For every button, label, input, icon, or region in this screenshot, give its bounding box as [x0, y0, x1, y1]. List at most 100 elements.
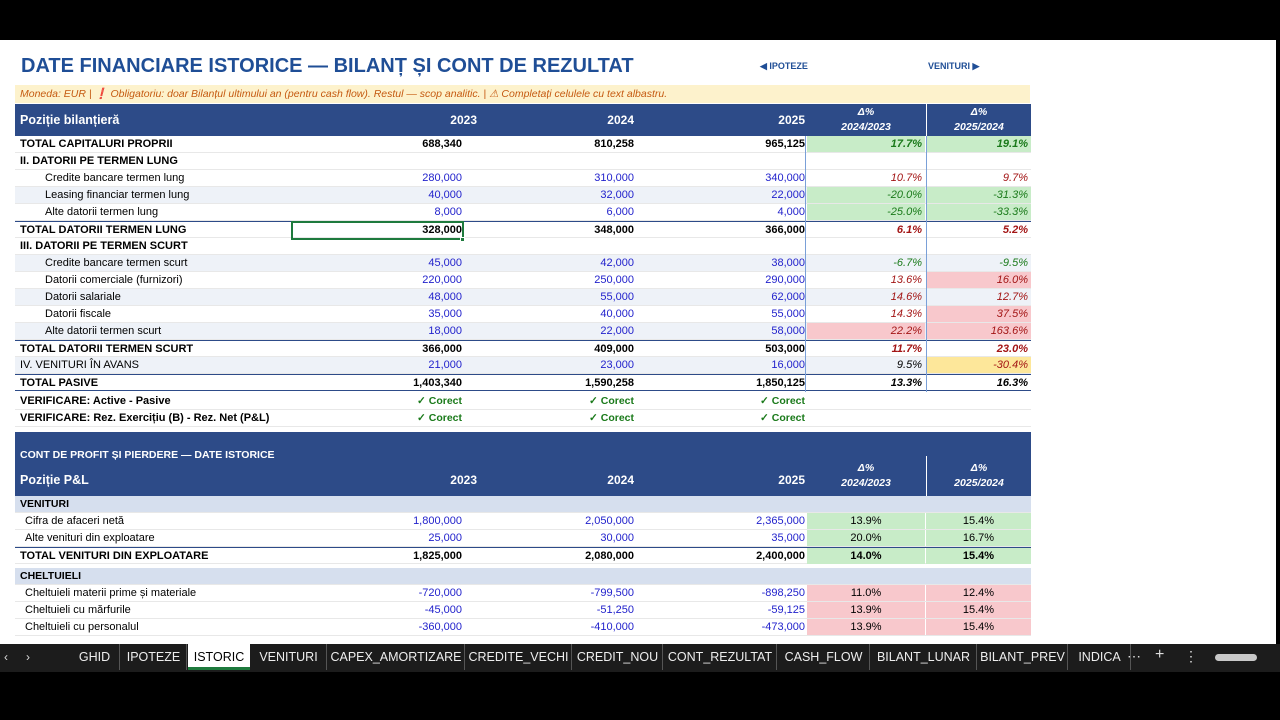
balance-cell-y3[interactable]: 965,125 — [765, 138, 805, 150]
pl-cell-lbl[interactable]: CHELTUIELI — [20, 570, 82, 582]
pl-cell-y2[interactable]: -51,250 — [596, 604, 634, 616]
balance-cell-d2[interactable]: -31.3% — [926, 187, 1031, 203]
balance-cell-y1[interactable]: 328,000 — [422, 224, 462, 236]
more-tabs-icon[interactable]: ⋯ — [1127, 648, 1141, 664]
balance-cell-d1[interactable]: 10.7% — [890, 172, 922, 184]
balance-cell-y2[interactable]: 42,000 — [600, 257, 634, 269]
spreadsheet-grid[interactable]: DATE FINANCIARE ISTORICE — BILANȚ ȘI CON… — [0, 40, 1276, 644]
pl-cell-y3[interactable]: -898,250 — [761, 587, 805, 599]
balance-cell-y3[interactable]: 503,000 — [765, 343, 805, 355]
balance-cell-y2[interactable]: 32,000 — [600, 189, 634, 201]
balance-cell-d1[interactable]: 6.1% — [896, 224, 922, 236]
balance-cell-y1[interactable]: 40,000 — [428, 189, 462, 201]
balance-cell-d2[interactable]: -30.4% — [926, 357, 1031, 373]
balance-cell-y3[interactable]: 16,000 — [771, 359, 805, 371]
balance-cell-lbl[interactable]: Alte datorii termen lung — [45, 206, 159, 218]
balance-cell-y1[interactable]: 8,000 — [434, 206, 462, 218]
balance-cell-lbl[interactable]: VERIFICARE: Active - Pasive — [20, 395, 171, 407]
balance-cell-d2[interactable]: 9.7% — [1002, 172, 1028, 184]
pl-cell-d1[interactable]: 13.9% — [807, 602, 925, 618]
balance-cell-y1[interactable]: 688,340 — [422, 138, 462, 150]
balance-cell-d2[interactable]: 5.2% — [1002, 224, 1028, 236]
balance-cell-y2[interactable]: 6,000 — [606, 206, 634, 218]
sheet-menu-icon[interactable]: ⋮ — [1184, 648, 1198, 664]
balance-cell-lbl[interactable]: TOTAL PASIVE — [20, 377, 99, 389]
tab-bilant-lunar[interactable]: BILANT_LUNAR — [871, 644, 977, 670]
balance-cell-y2[interactable]: 348,000 — [594, 224, 634, 236]
balance-cell-y3[interactable]: 340,000 — [765, 172, 805, 184]
balance-cell-d2[interactable]: 16.3% — [996, 377, 1028, 389]
balance-cell-y3[interactable]: 62,000 — [771, 291, 805, 303]
pl-cell-y3[interactable]: 2,400,000 — [756, 550, 805, 562]
pl-cell-y3[interactable]: -473,000 — [761, 621, 805, 633]
pl-cell-d2[interactable]: 15.4% — [926, 513, 1031, 529]
pl-cell-d1[interactable]: 13.9% — [807, 619, 925, 635]
balance-cell-y3[interactable]: 58,000 — [771, 325, 805, 337]
balance-cell-y1[interactable]: 48,000 — [428, 291, 462, 303]
balance-cell-lbl[interactable]: Leasing financiar termen lung — [45, 189, 190, 201]
balance-cell-y1[interactable]: 366,000 — [422, 343, 462, 355]
balance-cell-lbl[interactable]: TOTAL DATORII TERMEN SCURT — [20, 343, 194, 355]
balance-cell-d2[interactable]: 16.0% — [926, 272, 1031, 288]
pl-cell-d2[interactable]: 15.4% — [926, 619, 1031, 635]
nav-link-venituri[interactable]: VENITURI ▶ — [928, 61, 980, 71]
tab-indica[interactable]: INDICA — [1069, 644, 1131, 670]
horizontal-scrollbar[interactable] — [1215, 654, 1257, 661]
balance-cell-y3[interactable]: 38,000 — [771, 257, 805, 269]
balance-cell-lbl[interactable]: Datorii fiscale — [45, 308, 112, 320]
balance-cell-lbl[interactable]: IV. VENITURI ÎN AVANS — [20, 359, 139, 371]
tab-scroll-left[interactable]: ‹ — [4, 650, 8, 664]
selected-cell[interactable] — [291, 221, 464, 240]
balance-cell-y1[interactable]: 21,000 — [428, 359, 462, 371]
balance-cell-y1[interactable]: 1,403,340 — [413, 377, 462, 389]
balance-cell-d2[interactable]: 19.1% — [926, 136, 1031, 152]
tab-venituri[interactable]: VENITURI — [251, 644, 327, 670]
tab-credite-vechi[interactable]: CREDITE_VECHI — [466, 644, 572, 670]
pl-cell-d1[interactable]: 13.9% — [807, 513, 925, 529]
balance-cell-y3[interactable]: 290,000 — [765, 274, 805, 286]
balance-cell-y2[interactable]: ✓ Corect — [589, 395, 634, 407]
tab-istoric[interactable]: ISTORIC — [188, 644, 250, 670]
balance-cell-lbl[interactable]: III. DATORII PE TERMEN SCURT — [20, 240, 188, 252]
balance-cell-y3[interactable]: 55,000 — [771, 308, 805, 320]
balance-cell-y2[interactable]: 23,000 — [600, 359, 634, 371]
balance-cell-d2[interactable]: 12.7% — [996, 291, 1028, 303]
pl-cell-lbl[interactable]: Cheltuieli cu mărfurile — [25, 604, 131, 616]
pl-cell-lbl[interactable]: VENITURI — [20, 498, 70, 510]
pl-cell-d1[interactable]: 14.0% — [807, 548, 925, 564]
nav-link-ipoteze[interactable]: ◀ IPOTEZE — [760, 61, 808, 71]
balance-cell-lbl[interactable]: VERIFICARE: Rez. Exercițiu (B) - Rez. Ne… — [20, 412, 270, 424]
pl-cell-d2[interactable]: 16.7% — [926, 530, 1031, 546]
pl-cell-y2[interactable]: 2,080,000 — [585, 550, 634, 562]
tab-bilant-prev[interactable]: BILANT_PREV — [978, 644, 1068, 670]
balance-cell-lbl[interactable]: Alte datorii termen scurt — [45, 325, 162, 337]
balance-cell-y1[interactable]: 280,000 — [422, 172, 462, 184]
balance-cell-y1[interactable]: 220,000 — [422, 274, 462, 286]
balance-cell-d2[interactable]: -9.5% — [999, 257, 1028, 269]
tab-ghid[interactable]: GHID — [70, 644, 120, 670]
balance-cell-lbl[interactable]: Credite bancare termen lung — [45, 172, 185, 184]
balance-cell-y2[interactable]: 40,000 — [600, 308, 634, 320]
balance-cell-y3[interactable]: 4,000 — [777, 206, 805, 218]
balance-cell-y2[interactable]: 810,258 — [594, 138, 634, 150]
balance-cell-lbl[interactable]: Datorii salariale — [45, 291, 121, 303]
pl-cell-y1[interactable]: 1,825,000 — [413, 550, 462, 562]
balance-cell-d1[interactable]: -20.0% — [807, 187, 925, 203]
balance-cell-y1[interactable]: ✓ Corect — [417, 395, 462, 407]
balance-cell-d1[interactable]: 14.6% — [890, 291, 922, 303]
tab-cash-flow[interactable]: CASH_FLOW — [778, 644, 870, 670]
pl-cell-lbl[interactable]: Cheltuieli materii prime și materiale — [25, 587, 197, 599]
balance-cell-d2[interactable]: 23.0% — [996, 343, 1028, 355]
balance-cell-y1[interactable]: ✓ Corect — [417, 412, 462, 424]
pl-cell-y1[interactable]: -45,000 — [424, 604, 462, 616]
balance-cell-d1[interactable]: 17.7% — [807, 136, 925, 152]
balance-cell-d1[interactable]: 11.7% — [891, 343, 922, 355]
pl-cell-y2[interactable]: 2,050,000 — [585, 515, 634, 527]
pl-cell-y1[interactable]: 1,800,000 — [413, 515, 462, 527]
balance-cell-y1[interactable]: 45,000 — [428, 257, 462, 269]
balance-cell-d1[interactable]: -25.0% — [807, 204, 925, 220]
balance-cell-lbl[interactable]: TOTAL DATORII TERMEN LUNG — [20, 224, 187, 236]
balance-cell-d1[interactable]: -6.7% — [893, 257, 922, 269]
pl-cell-lbl[interactable]: Cheltuieli cu personalul — [25, 621, 139, 633]
pl-cell-lbl[interactable]: Alte venituri din exploatare — [25, 532, 155, 544]
